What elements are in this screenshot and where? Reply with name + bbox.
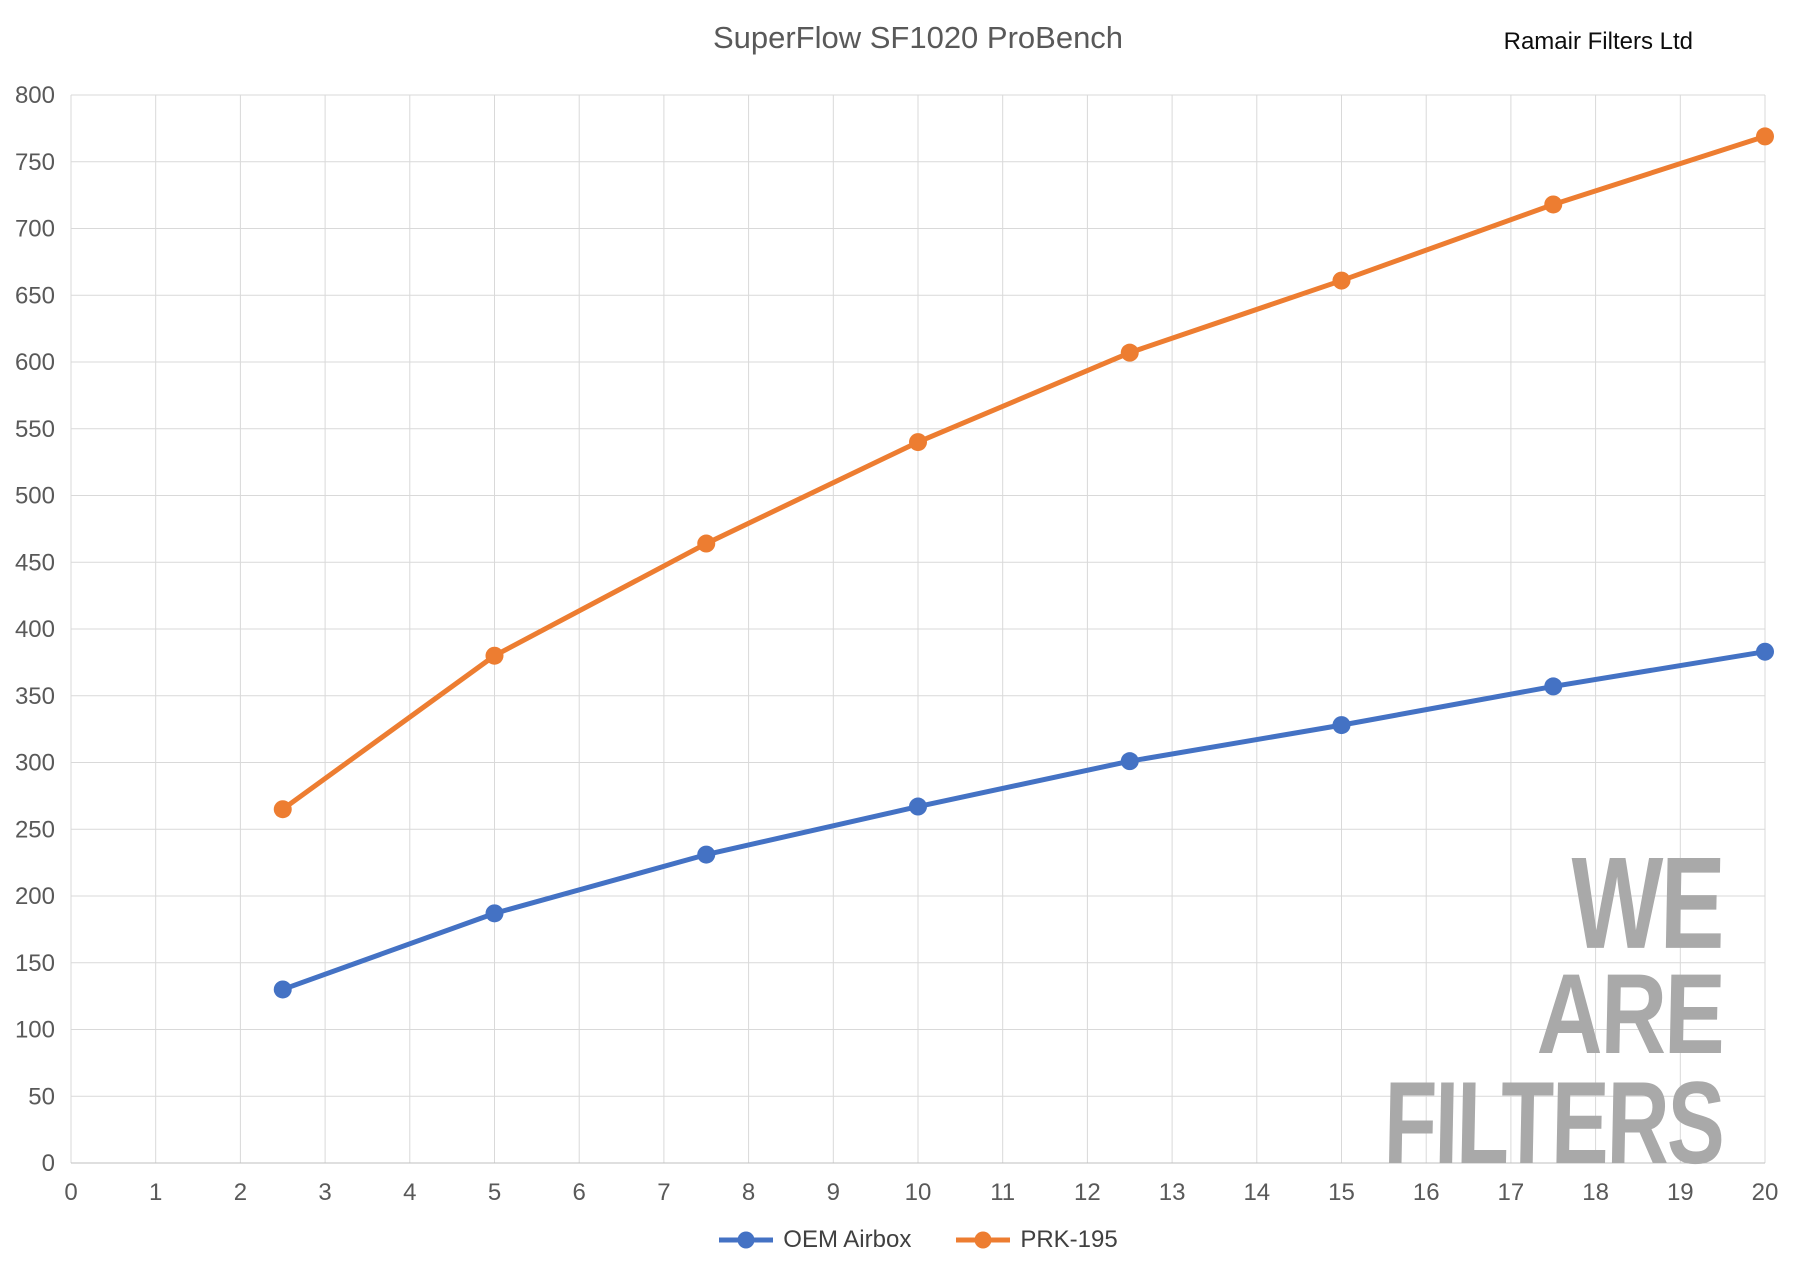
data-point-oem-airbox <box>1120 752 1139 771</box>
x-tick-label: 2 <box>234 1179 247 1206</box>
legend-label-oem-airbox: OEM Airbox <box>783 1226 912 1253</box>
data-point-prk-195 <box>909 433 927 452</box>
data-point-oem-airbox <box>1544 677 1563 696</box>
data-point-prk-195 <box>1332 271 1351 290</box>
y-tick-label: 350 <box>15 683 55 710</box>
data-point-prk-195 <box>1120 343 1139 362</box>
legend-item-prk-195: PRK-195 <box>955 1226 1118 1254</box>
data-point-oem-airbox <box>909 797 927 816</box>
data-point-prk-195 <box>1756 127 1774 146</box>
y-tick-label: 650 <box>15 282 55 309</box>
legend-marker-line-dot-icon <box>956 1231 1011 1249</box>
legend-label-prk-195: PRK-195 <box>1020 1226 1118 1253</box>
y-tick-label: 600 <box>15 349 55 376</box>
x-tick-label: 3 <box>318 1179 331 1206</box>
y-tick-label: 200 <box>15 883 55 910</box>
y-tick-label: 300 <box>15 750 55 777</box>
y-tick-label: 700 <box>15 216 55 243</box>
x-tick-label: 11 <box>990 1179 1015 1206</box>
x-tick-label: 4 <box>403 1179 416 1206</box>
data-point-oem-airbox <box>1332 716 1351 735</box>
y-tick-label: 800 <box>15 82 55 109</box>
x-tick-label: 1 <box>149 1179 162 1206</box>
y-tick-label: 400 <box>15 616 55 643</box>
chart-legend: OEM Airbox PRK-195 <box>71 1226 1765 1254</box>
x-tick-label: 14 <box>1243 1179 1270 1206</box>
data-point-prk-195 <box>1544 195 1563 214</box>
data-point-oem-airbox <box>1756 642 1774 661</box>
x-tick-label: 12 <box>1074 1179 1101 1206</box>
x-tick-label: 5 <box>488 1179 501 1206</box>
x-tick-label: 6 <box>573 1179 586 1206</box>
y-tick-label: 0 <box>42 1150 55 1177</box>
series-line-oem-airbox <box>280 649 1768 992</box>
legend-item-oem-airbox: OEM Airbox <box>718 1226 911 1254</box>
data-point-prk-195 <box>697 534 716 553</box>
data-point-oem-airbox <box>697 845 716 864</box>
x-tick-label: 7 <box>657 1179 670 1206</box>
x-tick-label: 16 <box>1413 1179 1440 1206</box>
y-tick-label: 750 <box>15 149 55 176</box>
data-point-prk-195 <box>485 646 504 665</box>
brand-label: Ramair Filters Ltd <box>1503 28 1693 55</box>
x-tick-label: 19 <box>1667 1179 1694 1206</box>
x-tick-label: 9 <box>827 1179 840 1206</box>
x-tick-label: 18 <box>1582 1179 1609 1206</box>
x-tick-label: 15 <box>1328 1179 1355 1206</box>
x-tick-label: 8 <box>742 1179 755 1206</box>
x-tick-label: 10 <box>905 1179 932 1206</box>
data-point-prk-195 <box>273 800 292 819</box>
y-tick-label: 50 <box>28 1083 55 1110</box>
series-line-prk-195 <box>280 133 1768 812</box>
x-tick-label: 0 <box>64 1179 77 1206</box>
y-tick-label: 250 <box>15 816 55 843</box>
y-tick-label: 450 <box>15 549 55 576</box>
x-tick-label: 13 <box>1159 1179 1186 1206</box>
data-point-oem-airbox <box>273 980 292 999</box>
x-tick-label: 20 <box>1752 1179 1779 1206</box>
chart-title: SuperFlow SF1020 ProBench <box>712 20 1124 55</box>
legend-marker-line-dot-icon <box>719 1231 774 1249</box>
y-tick-label: 150 <box>15 950 55 977</box>
data-point-oem-airbox <box>485 904 504 923</box>
y-tick-label: 500 <box>15 483 55 510</box>
y-tick-label: 550 <box>15 416 55 443</box>
y-tick-label: 100 <box>15 1017 55 1044</box>
x-tick-label: 17 <box>1498 1179 1525 1206</box>
